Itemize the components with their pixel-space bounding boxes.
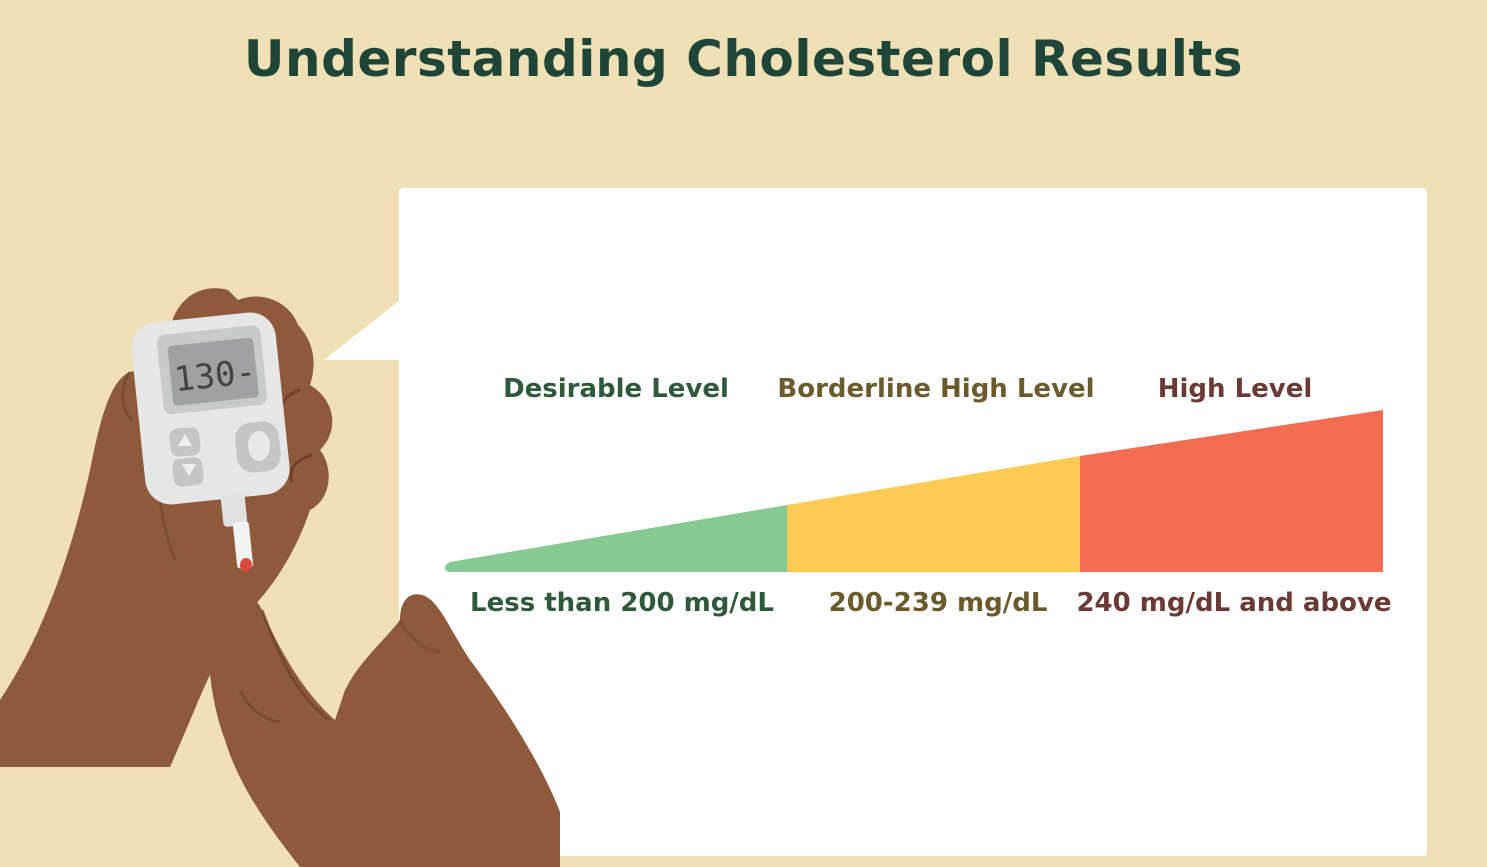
meter-display: 130- bbox=[172, 352, 258, 400]
glucose-meter-icon bbox=[131, 312, 290, 572]
level-label-desirable: Desirable Level bbox=[503, 374, 729, 404]
scale-segment-high bbox=[1080, 410, 1383, 572]
page-title: Understanding Cholesterol Results bbox=[243, 30, 1244, 88]
level-label-high: High Level bbox=[1157, 374, 1313, 404]
range-label-borderline: 200-239 mg/dL bbox=[828, 588, 1048, 618]
range-label-high: 240 mg/dL and above bbox=[1076, 588, 1392, 618]
level-label-borderline: Borderline High Level bbox=[777, 374, 1095, 404]
speech-pointer bbox=[324, 300, 400, 360]
scale-segment-borderline bbox=[787, 456, 1080, 572]
range-label-desirable: Less than 200 mg/dL bbox=[470, 588, 774, 618]
scale-segment-desirable bbox=[444, 505, 787, 572]
right-hand bbox=[208, 589, 560, 867]
